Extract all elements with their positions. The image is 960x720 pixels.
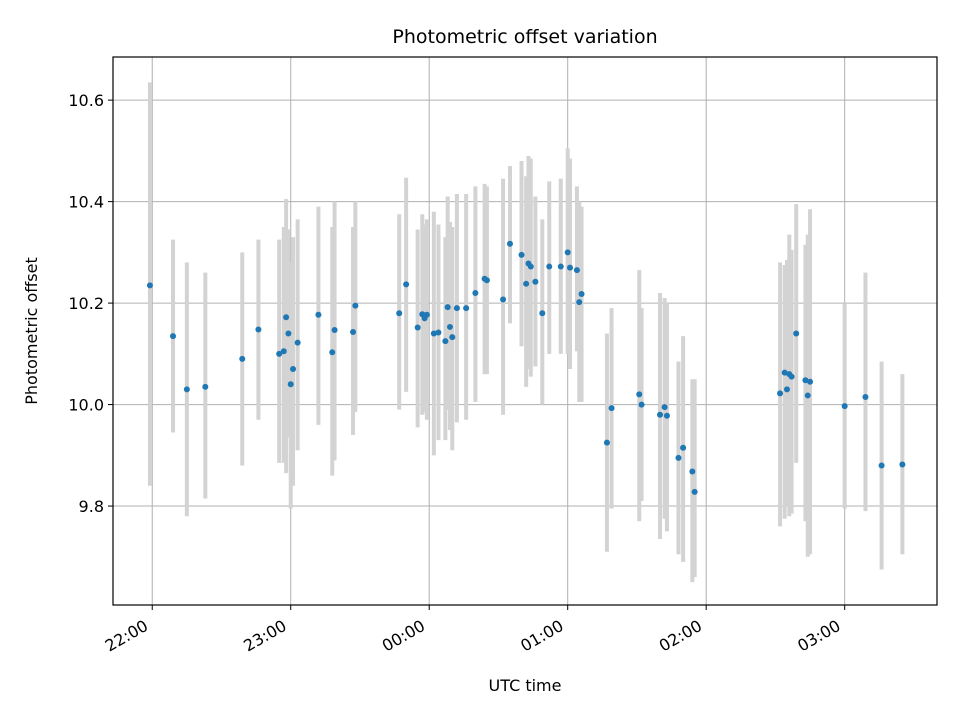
data-point: [523, 280, 530, 287]
data-point: [396, 310, 403, 317]
data-point: [539, 310, 546, 317]
data-point: [352, 302, 359, 309]
data-point: [453, 305, 460, 312]
data-point: [290, 366, 297, 373]
data-point: [638, 401, 645, 408]
data-point: [294, 339, 301, 346]
data-point: [689, 468, 696, 475]
data-point: [463, 305, 470, 312]
data-point: [331, 326, 338, 333]
data-point: [777, 390, 784, 397]
data-point: [444, 304, 451, 311]
data-point: [483, 277, 490, 284]
data-point: [423, 311, 430, 318]
y-axis-ticks: 9.8 10.0 10.2 10.4 10.6: [68, 91, 113, 516]
data-point: [506, 240, 513, 247]
y-tick-label: 10.0: [68, 396, 104, 415]
data-point: [276, 350, 283, 357]
data-point: [578, 290, 585, 297]
data-point: [878, 462, 885, 469]
data-point: [170, 333, 177, 340]
data-point: [781, 369, 788, 376]
data-point: [255, 326, 262, 333]
data-point: [239, 355, 246, 362]
data-point: [564, 249, 571, 256]
chart-title: Photometric offset variation: [392, 26, 657, 48]
data-point: [567, 264, 574, 271]
data-point: [807, 378, 814, 385]
data-point: [788, 373, 795, 380]
data-point: [287, 381, 294, 388]
x-axis-label: UTC time: [489, 676, 562, 695]
data-point: [414, 324, 421, 331]
data-point: [280, 348, 287, 355]
data-points: [146, 240, 906, 495]
data-point: [315, 311, 322, 318]
data-point: [146, 282, 153, 289]
data-point: [661, 404, 668, 411]
data-point: [862, 393, 869, 400]
data-point: [675, 454, 682, 461]
data-point: [657, 411, 664, 418]
data-point: [608, 405, 615, 412]
data-point: [350, 329, 357, 336]
data-point: [283, 314, 290, 321]
data-point: [576, 299, 583, 306]
y-tick-label: 10.4: [68, 193, 104, 212]
data-point: [442, 338, 449, 345]
data-point: [329, 349, 336, 356]
data-point: [285, 330, 292, 337]
data-point: [527, 263, 534, 270]
data-point: [636, 391, 643, 398]
data-point: [472, 289, 479, 296]
plot-frame: [112, 56, 938, 606]
data-point: [899, 461, 906, 468]
data-point: [446, 323, 453, 330]
data-point: [573, 267, 580, 274]
data-point: [202, 383, 209, 390]
data-point: [680, 444, 687, 451]
data-point: [518, 251, 525, 258]
data-point: [449, 334, 456, 341]
data-point: [532, 278, 539, 285]
data-point: [546, 263, 553, 270]
data-point: [663, 412, 670, 419]
data-point: [793, 330, 800, 337]
data-point: [500, 296, 507, 303]
data-point: [435, 329, 442, 336]
y-axis-label: Photometric offset: [22, 257, 41, 405]
data-point: [557, 263, 564, 270]
data-point: [430, 330, 437, 337]
y-tick-label: 10.2: [68, 294, 104, 313]
y-tick-label: 9.8: [79, 497, 104, 516]
data-point: [603, 439, 610, 446]
data-point: [403, 281, 410, 288]
data-point: [691, 488, 698, 495]
y-tick-label: 10.6: [68, 91, 104, 110]
data-point: [802, 377, 809, 384]
data-point: [783, 386, 790, 393]
data-point: [841, 403, 848, 410]
data-point: [183, 386, 190, 393]
data-point: [804, 392, 811, 399]
